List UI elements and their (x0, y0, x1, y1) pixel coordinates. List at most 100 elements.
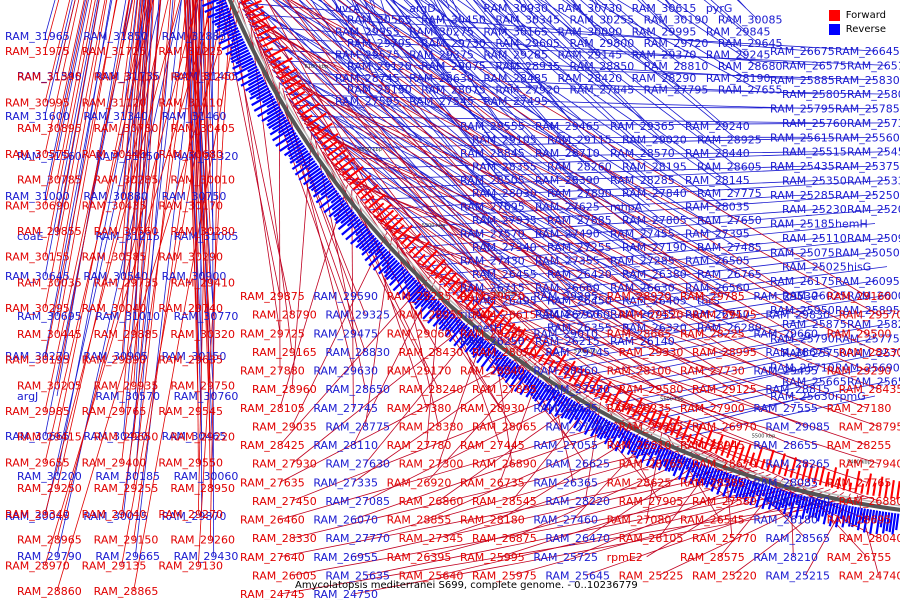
leader-line (224, 0, 293, 315)
gene-label: RAM_25200 (847, 203, 900, 216)
leader-line (292, 105, 876, 109)
gene-label: RAM_28180 (460, 514, 525, 527)
gene-label: pyrG (706, 2, 733, 15)
gene-label: RAM_28225 (680, 327, 745, 340)
reverse-feature (295, 152, 311, 164)
reverse-feature (448, 322, 466, 343)
forward-feature (443, 272, 458, 288)
gene-label: RAM_28065 (472, 420, 537, 433)
forward-feature (680, 419, 692, 441)
forward-feature (425, 259, 437, 271)
reverse-feature (248, 81, 267, 94)
leader-line (197, 0, 210, 514)
gene-label: RAM_29795 (347, 37, 412, 50)
gene-label: rpmG (835, 390, 866, 403)
reverse-feature (266, 113, 286, 127)
reverse-feature (630, 435, 642, 455)
leader-line (292, 105, 574, 371)
leader-line (44, 0, 134, 412)
forward-feature (824, 471, 831, 487)
reverse-feature (658, 447, 667, 462)
leader-line (290, 0, 806, 315)
reverse-feature (232, 57, 254, 70)
gene-label: RAM_28795 (839, 420, 900, 433)
gene-label: RAM_29475 (313, 327, 378, 340)
gene-label: RAM_29555 (460, 120, 525, 133)
leader-line (121, 0, 146, 309)
gene-label: RAM_29010 (533, 327, 598, 340)
reverse-feature (678, 456, 686, 471)
gene-label: RAM_30730 (558, 2, 623, 15)
forward-feature (372, 202, 385, 214)
gene-label: RAM_29655 (5, 456, 70, 469)
gene-label: RAM_27795 (644, 83, 709, 96)
gene-label: thrS (697, 295, 720, 308)
reverse-feature (390, 266, 405, 281)
leader-line (230, 0, 281, 334)
forward-feature (818, 466, 826, 486)
reverse-feature (696, 464, 707, 486)
leader-line (605, 352, 888, 406)
gene-label: RAM_30165 (483, 25, 548, 38)
reverse-feature (834, 503, 839, 515)
gene-label: RAM_30045 (5, 510, 70, 523)
gene-label: RAM_26880 (839, 495, 900, 508)
forward-feature (563, 360, 576, 379)
forward-feature (542, 346, 557, 366)
reverse-feature (253, 97, 276, 112)
gene-label: RAM_25230 (782, 203, 847, 216)
gene-label: metH (472, 322, 502, 335)
forward-feature (777, 453, 786, 475)
reverse-feature (594, 417, 606, 435)
reverse-feature (340, 211, 355, 224)
gene-label: RAM_28545 (472, 495, 537, 508)
forward-feature (248, 11, 265, 21)
forward-feature (589, 376, 602, 395)
leader-line (290, 0, 879, 315)
reverse-feature (240, 73, 262, 87)
leader-line (121, 0, 143, 257)
gene-label: RAM_29750 (170, 379, 235, 392)
leader-line (265, 0, 513, 315)
gene-label: hemH (835, 218, 868, 231)
reverse-feature (374, 246, 386, 257)
reverse-feature (406, 279, 418, 291)
gene-label: RAM_27655 (718, 83, 783, 96)
gene-label: RAM_25760 (782, 117, 847, 130)
leader-line (276, 0, 651, 261)
leader-line (133, 0, 151, 283)
reverse-feature (308, 175, 327, 190)
leader-line (473, 0, 663, 167)
reverse-feature (284, 129, 295, 138)
reverse-feature (596, 419, 609, 439)
reverse-feature (401, 281, 420, 300)
forward-feature (412, 241, 430, 258)
reverse-feature (230, 46, 248, 57)
leader-line (299, 116, 823, 124)
gene-label: RAM_27845 (570, 83, 635, 96)
reverse-feature (364, 243, 384, 262)
reverse-feature (716, 470, 724, 485)
gene-label: RAM_27455 (610, 228, 675, 241)
reverse-feature (346, 216, 359, 227)
gene-label: RAM_28485 (483, 72, 548, 85)
reverse-feature (800, 495, 806, 509)
gene-label: RAM_26675 (770, 45, 835, 58)
gene-label: RAM_30585 (82, 251, 147, 264)
forward-feature (553, 353, 567, 373)
leader-line (440, 0, 576, 154)
reverse-feature (353, 220, 363, 230)
reverse-feature (888, 512, 894, 533)
forward-feature (642, 404, 653, 423)
leader-line (580, 0, 726, 127)
leader-line (418, 0, 501, 127)
gene-label: RAM_24745 (240, 588, 305, 600)
reverse-feature (255, 89, 271, 100)
leader-line (262, 51, 586, 353)
reverse-feature (847, 506, 854, 527)
forward-feature (456, 287, 468, 300)
gene-label: RAM_28935 (495, 60, 560, 73)
leader-line (353, 467, 752, 558)
forward-feature (310, 124, 320, 132)
gene-label: RAM_30170 (158, 199, 223, 212)
